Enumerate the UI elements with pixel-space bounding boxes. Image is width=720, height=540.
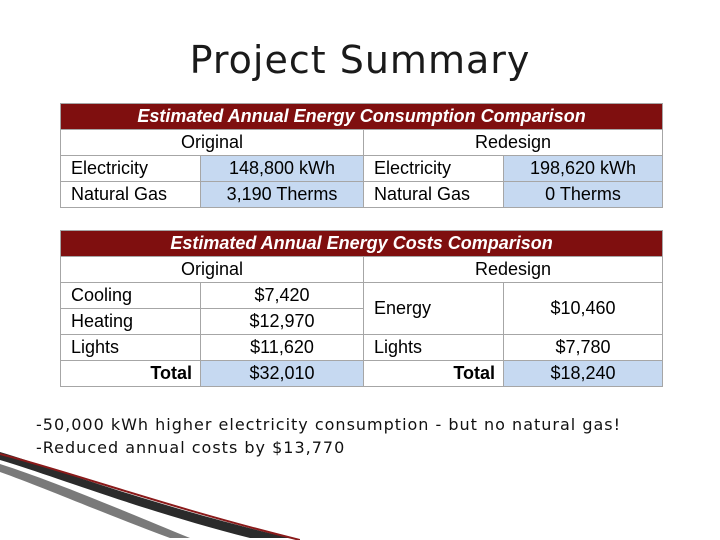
summary-notes: -50,000 kWh higher electricity consumpti… xyxy=(36,413,621,459)
row-value: $12,970 xyxy=(200,308,364,335)
table-row: Electricity 148,800 kWh Electricity 198,… xyxy=(60,155,663,182)
row-label: Lights xyxy=(60,334,201,361)
row-label: Electricity xyxy=(363,155,504,182)
total-label: Total xyxy=(363,360,504,387)
row-value: 3,190 Therms xyxy=(200,181,364,208)
page-title: Project Summary xyxy=(189,38,531,82)
costs-redesign-label: Redesign xyxy=(362,256,664,283)
costs-original-label: Original xyxy=(60,256,364,283)
note-line: -50,000 kWh higher electricity consumpti… xyxy=(36,415,622,434)
row-label: Energy xyxy=(363,282,504,335)
row-label: Lights xyxy=(363,334,504,361)
table-row: Natural Gas 3,190 Therms Natural Gas 0 T… xyxy=(60,181,663,208)
table-row: Cooling $7,420 Energy $10,460 xyxy=(60,282,664,335)
row-value: $7,420 xyxy=(200,282,364,309)
row-label: Natural Gas xyxy=(363,181,504,208)
note-line: -Reduced annual costs by $13,770 xyxy=(36,438,346,457)
total-row: Total $32,010 Total $18,240 xyxy=(60,360,664,387)
row-value: 148,800 kWh xyxy=(200,155,364,182)
decorative-swoosh xyxy=(0,452,300,540)
row-label: Electricity xyxy=(60,155,201,182)
original-total: $32,010 xyxy=(200,360,364,387)
row-value: $7,780 xyxy=(502,334,664,361)
row-value: $10,460 xyxy=(502,282,664,335)
row-label: Cooling xyxy=(60,282,201,309)
redesign-total: $18,240 xyxy=(502,360,664,387)
costs-heading: Estimated Annual Energy Costs Comparison xyxy=(59,230,664,257)
table-row: Lights $11,620 Lights $7,780 xyxy=(60,334,664,361)
row-value: $11,620 xyxy=(200,334,364,361)
consumption-heading: Estimated Annual Energy Consumption Comp… xyxy=(60,103,663,130)
consumption-redesign-label: Redesign xyxy=(363,129,663,156)
row-value: 0 Therms xyxy=(503,181,663,208)
costs-table: Estimated Annual Energy Costs Comparison… xyxy=(59,230,664,387)
table-row: Heating $12,970 xyxy=(60,308,663,335)
row-label: Natural Gas xyxy=(60,181,201,208)
total-label: Total xyxy=(60,360,201,387)
row-label: Heating xyxy=(60,308,201,335)
consumption-table: Estimated Annual Energy Consumption Comp… xyxy=(60,103,663,208)
consumption-original-label: Original xyxy=(60,129,364,156)
row-value: 198,620 kWh xyxy=(503,155,663,182)
